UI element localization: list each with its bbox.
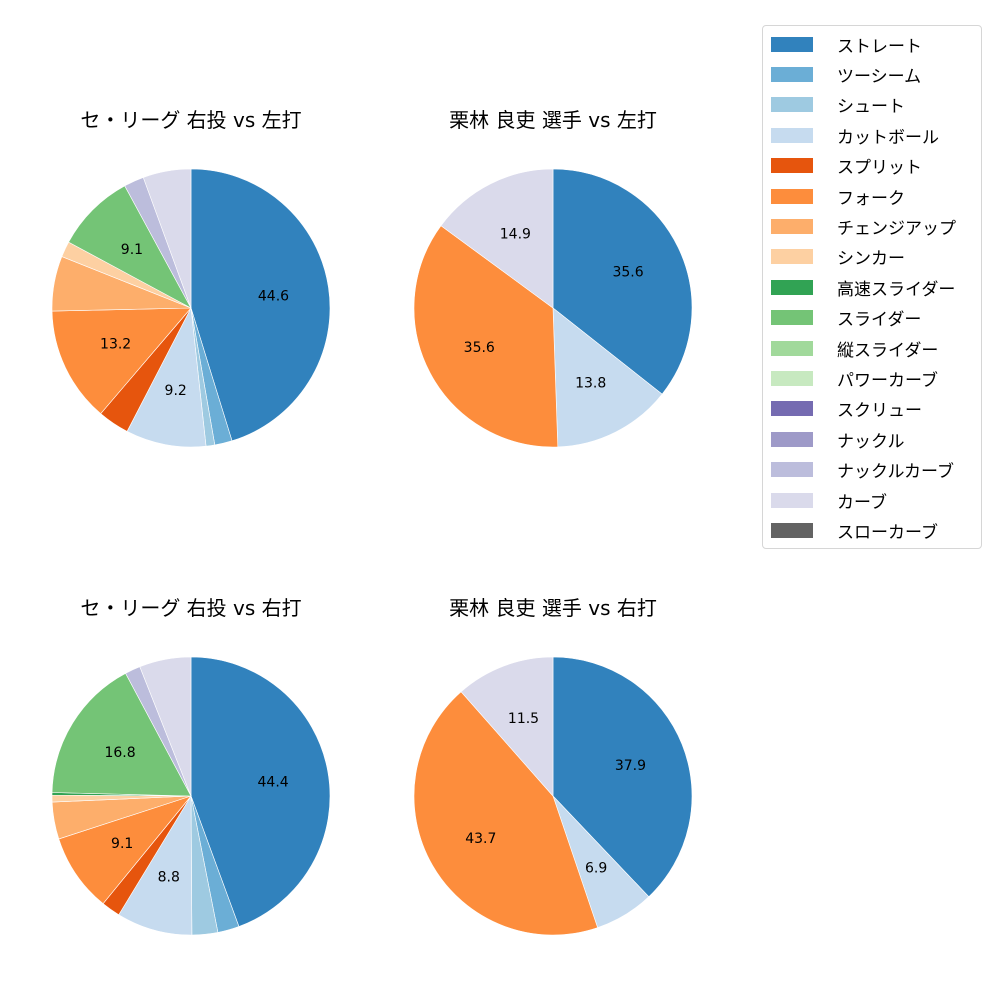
legend-swatch (771, 36, 813, 52)
legend-item: パワーカーブ (771, 367, 938, 391)
legend-label: スプリット (837, 158, 922, 179)
legend-label: チェンジアップ (837, 218, 956, 239)
pie-slice (68, 185, 192, 309)
legend-item: スライダー (771, 307, 922, 331)
legend-swatch (771, 97, 813, 113)
chart-title: セ・リーグ 右投 vs 右打 (80, 596, 302, 620)
chart-title: 栗林 良吏 選手 vs 右打 (449, 596, 657, 620)
legend-label: 縦スライダー (837, 340, 939, 361)
legend-swatch (771, 188, 813, 204)
legend-item: ツーシーム (771, 63, 922, 87)
legend-item: シンカー (771, 246, 905, 270)
legend: ストレートツーシームシュートカットボール スプリットフォークチェンジアップ シンカー… (762, 25, 982, 549)
legend-item: カーブ (771, 489, 887, 513)
legend-item: シュート (771, 94, 905, 118)
slice-label: 9.1 (121, 242, 143, 258)
legend-item: 高速スライダー (771, 276, 956, 300)
legend-label: フォーク (837, 188, 905, 209)
legend-swatch (771, 127, 813, 143)
slice-label: 16.8 (104, 745, 135, 761)
legend-swatch (771, 340, 813, 356)
legend-label: ナックルカーブ (837, 462, 954, 483)
pie-slice (440, 168, 554, 309)
legend-swatch (771, 522, 813, 538)
legend-item: スプリット (771, 155, 922, 179)
chart-title: 栗林 良吏 選手 vs 左打 (449, 108, 657, 132)
legend-swatch (771, 249, 813, 265)
legend-item: ナックルカーブ (771, 459, 954, 483)
pie-slice (552, 168, 693, 395)
legend-swatch (771, 218, 813, 234)
pie-slice (142, 168, 192, 309)
pie-slice (413, 691, 598, 936)
legend-label: パワーカーブ (837, 370, 938, 391)
legend-label: スクリュー (837, 401, 922, 422)
legend-label: スローカーブ (837, 522, 938, 543)
slice-label: 44.4 (258, 774, 289, 790)
pie-slice (51, 672, 192, 797)
legend-label: スライダー (837, 310, 922, 331)
slice-label: 13.2 (100, 337, 131, 353)
pie-slice (190, 656, 331, 927)
slice-label: 37.9 (615, 758, 646, 774)
pie-slice (460, 656, 554, 797)
legend-label: シュート (837, 97, 905, 118)
legend-label: シンカー (837, 249, 905, 270)
legend-label: ツーシーム (837, 66, 922, 87)
slice-label: 9.1 (111, 836, 133, 852)
slice-label: 9.2 (165, 383, 187, 399)
pie-slice (139, 656, 192, 797)
legend-label: カーブ (837, 492, 887, 513)
legend-item: ストレート (771, 33, 922, 57)
pie-slice (58, 795, 192, 905)
legend-label: ナックル (837, 431, 905, 452)
legend-label: 高速スライダー (837, 279, 956, 300)
legend-swatch (771, 492, 813, 508)
legend-swatch (771, 462, 813, 478)
pie-slice (552, 307, 663, 448)
slice-label: 11.5 (508, 711, 539, 727)
legend-item: チェンジアップ (771, 215, 956, 239)
slice-label: 35.6 (464, 340, 495, 356)
legend-item: スクリュー (771, 398, 922, 422)
slice-label: 14.9 (500, 227, 531, 243)
legend-label: ストレート (837, 36, 922, 57)
legend-swatch (771, 370, 813, 386)
legend-swatch (771, 158, 813, 174)
legend-item: ナックル (771, 428, 905, 452)
slice-label: 13.8 (575, 375, 606, 391)
slice-label: 6.9 (585, 860, 607, 876)
legend-swatch (771, 310, 813, 326)
pie-slice (552, 656, 693, 898)
chart-title: セ・リーグ 右投 vs 左打 (80, 108, 302, 132)
pie-slice (126, 306, 207, 448)
legend-swatch (771, 279, 813, 295)
legend-swatch (771, 431, 813, 447)
legend-label: カットボール (837, 127, 939, 148)
slice-label: 8.8 (158, 869, 180, 885)
slice-label: 43.7 (465, 831, 496, 847)
pie-slice (190, 168, 331, 442)
slice-label: 35.6 (612, 265, 643, 281)
legend-swatch (771, 401, 813, 417)
slice-label: 44.6 (258, 289, 289, 305)
legend-item: スローカーブ (771, 519, 938, 543)
legend-item: カットボール (771, 124, 939, 148)
legend-swatch (771, 66, 813, 82)
legend-item: 縦スライダー (771, 337, 939, 361)
legend-item: フォーク (771, 185, 905, 209)
pie-slice (51, 307, 192, 415)
pie-slice (413, 225, 559, 448)
